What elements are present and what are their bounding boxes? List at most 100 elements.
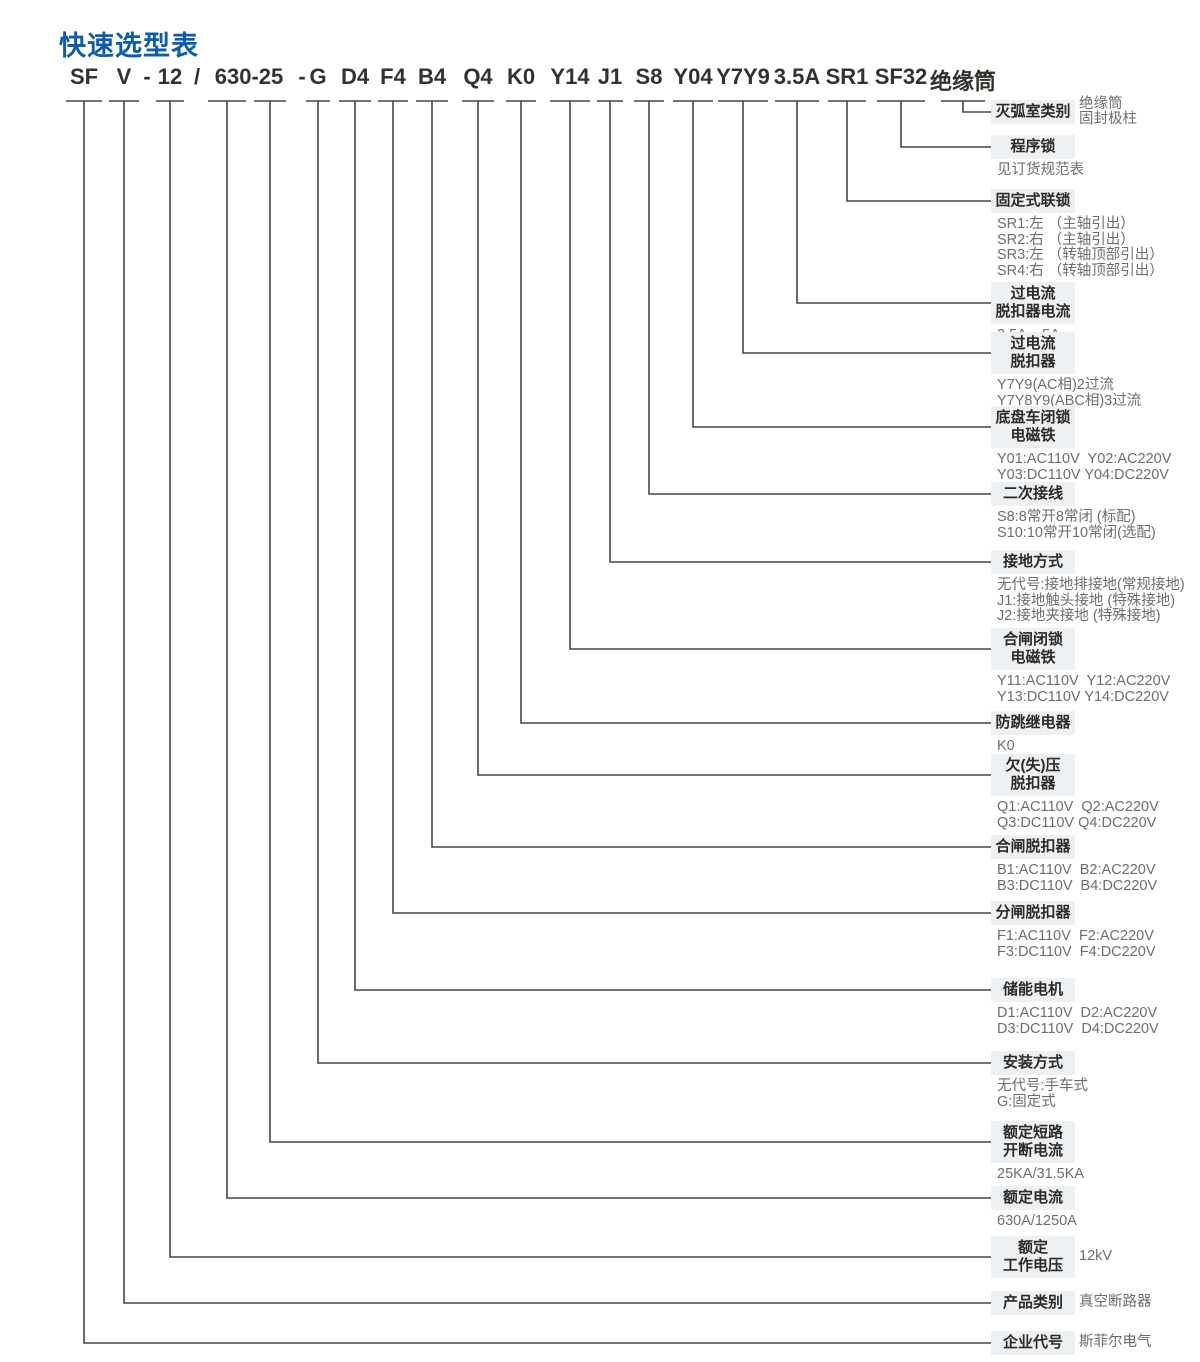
detail-line: F3:DC110V F4:DC220V [997,943,1156,960]
detail-line: J1:接地触头接地 (特殊接地) [997,592,1176,609]
code-segment-y14: Y14 [550,64,590,89]
label-secondary-wiring: 二次接线 [991,482,1075,506]
detail-line: 无代号:接地排接地(常规接地) [997,577,1185,593]
label-line: 过电流 [1010,285,1056,302]
code-segment-q4: Q4 [463,64,493,89]
label-line: 灭弧室类别 [995,103,1071,120]
connector-opening-release [378,100,991,914]
side-text-product-category: 真空断路器 [1079,1295,1152,1311]
label-line: 安装方式 [1002,1054,1063,1071]
connector-undervoltage-release [462,100,991,776]
label-line: 储能电机 [1002,981,1063,998]
connector-installation-method [306,100,991,1064]
label-undervoltage-release: 欠(失)压 脱扣器 [991,754,1075,796]
details-closing-release: B1:AC110V B2:AC220V B3:DC110V B4:DC220V [997,862,1158,894]
connector-secondary-wiring [634,100,991,495]
connector-enterprise-code [66,100,991,1344]
code-segment-slash: / [193,64,201,89]
connector-fixed-interlock [828,100,991,202]
label-line: 脱扣器 [1010,775,1056,792]
details-undervoltage-release: Q1:AC110V Q2:AC220V Q3:DC110V Q4:DC220V [997,799,1159,831]
label-line: 额定 [1017,1239,1048,1256]
detail-line: D1:AC110V D2:AC220V [997,1005,1158,1021]
connector-rated-short-circuit-breaking-current [254,100,991,1143]
label-program-lock: 程序锁 [991,135,1075,159]
details-rated-current: 630A/1250A [997,1213,1077,1230]
label-rated-current: 额定电流 [991,1186,1075,1210]
code-segment-630-25: 630-25 [214,64,284,89]
detail-line: D3:DC110V D4:DC220V [997,1020,1159,1037]
detail-line: K0 [997,738,1015,754]
connector-closing-lock-solenoid [550,100,991,650]
details-secondary-wiring: S8:8常开8常闭 (标配) S10:10常开10常闭(选配) [997,509,1156,541]
details-program-lock: 见订货规范表 [997,162,1084,179]
detail-line: SR4:右 （转轴顶部引出） [997,262,1164,279]
label-line: 额定电流 [1002,1189,1063,1206]
details-closing-lock-solenoid: Y11:AC110V Y12:AC220V Y13:DC110V Y14:DC22… [997,673,1171,705]
side-text-arc-chamber-type: 绝缘筒 固封极柱 [1079,96,1137,128]
code-segment-d4: D4 [340,64,370,89]
page-title: 快速选型表 [59,31,199,61]
detail-line: Q3:DC110V Q4:DC220V [997,814,1157,831]
label-line: 合闸闭锁 [1002,631,1063,648]
detail-line: Y13:DC110V Y14:DC220V [997,688,1169,705]
label-chassis-lock-solenoid: 底盘车闭锁 电磁铁 [991,406,1075,448]
connector-energy-storage-motor [339,100,991,991]
label-line: 产品类别 [1002,1294,1063,1311]
code-segment-dash-1: - [143,64,151,89]
label-overcurrent-release: 过电流 脱扣器 [991,332,1075,374]
detail-line: F1:AC110V F2:AC220V [997,928,1154,944]
label-line: 开断电流 [1002,1142,1063,1159]
connector-arc-chamber-type [941,100,991,113]
detail-line: Q1:AC110V Q2:AC220V [997,799,1159,815]
side-text-rated-working-voltage: 12kV [1079,1249,1112,1265]
details-chassis-lock-solenoid: Y01:AC110V Y02:AC220V Y03:DC110V Y04:DC22… [997,451,1171,483]
detail-line: Y11:AC110V Y12:AC220V [997,673,1171,689]
label-grounding-method: 接地方式 [991,550,1075,574]
detail-line: Y03:DC110V Y04:DC220V [997,466,1169,483]
connector-chassis-lock-solenoid [673,100,991,428]
code-segment-3p5a: 3.5A [773,64,821,89]
label-line: 二次接线 [1002,485,1063,502]
label-line: 脱扣器电流 [995,303,1071,320]
side-line: 斯菲尔电气 [1079,1334,1152,1351]
connector-program-lock [877,100,991,148]
connector-closing-release [416,100,991,848]
code-segment-k0: K0 [506,64,536,89]
details-grounding-method: 无代号:接地排接地(常规接地) J1:接地触头接地 (特殊接地) J2:接地夹接地 … [997,577,1185,625]
connector-rated-current [208,100,991,1199]
label-line: 接地方式 [1002,553,1063,570]
detail-line: B3:DC110V B4:DC220V [997,877,1158,894]
detail-line: SR1:左 （主轴引出） [997,216,1135,232]
code-segment-sf: SF [69,64,99,89]
label-line: 防跳继电器 [995,714,1071,731]
label-installation-method: 安装方式 [991,1051,1075,1075]
side-line: 固封极柱 [1079,111,1137,127]
label-arc-chamber-type: 灭弧室类别 [991,100,1075,124]
label-overcurrent-release-current: 过电流 脱扣器电流 [991,282,1075,324]
label-line: 程序锁 [1010,138,1056,155]
label-line: 脱扣器 [1010,353,1056,370]
code-segment-12: 12 [157,64,183,89]
detail-line: SR2:右 （主轴引出） [997,231,1135,248]
code-segment-sr1: SR1 [825,64,869,89]
connector-overcurrent-release-current [775,100,991,304]
details-installation-method: 无代号:手车式 G:固定式 [997,1078,1089,1110]
connector-anti-pump-relay [506,100,991,724]
code-segment-y04: Y04 [673,64,713,89]
connector-grounding-method [597,100,991,563]
detail-line: S10:10常开10常闭(选配) [997,524,1156,541]
label-closing-release: 合闸脱扣器 [991,835,1075,859]
label-line: 合闸脱扣器 [995,838,1071,855]
label-opening-release: 分闸脱扣器 [991,901,1075,925]
detail-line: 无代号:手车式 [997,1078,1089,1094]
detail-line: J2:接地夹接地 (特殊接地) [997,608,1161,624]
code-segment-g: G [309,64,327,89]
details-fixed-interlock: SR1:左 （主轴引出） SR2:右 （主轴引出） SR3:左 （转轴顶部引出） SR… [997,216,1164,279]
code-segment-f4: F4 [380,64,406,89]
detail-line: Y7Y8Y9(ABC相)3过流 [997,392,1142,409]
side-line: 12kV [1079,1248,1113,1265]
label-line: 企业代号 [1002,1334,1063,1351]
